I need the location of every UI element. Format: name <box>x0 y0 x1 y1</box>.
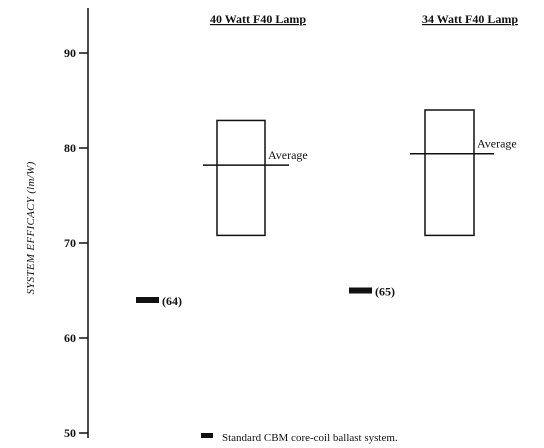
range-box <box>216 119 266 237</box>
legend: Standard CBM core-coil ballast system. <box>201 432 398 444</box>
group-1: 40 Watt F40 Lamp Average (64) <box>136 12 308 308</box>
y-tick-label-90: 90 <box>64 46 76 60</box>
legend-marker <box>201 433 213 438</box>
standard-label: (65) <box>375 285 395 299</box>
range-box <box>424 109 475 237</box>
groups: 40 Watt F40 Lamp Average (64) 34 Watt F40 L… <box>136 12 518 308</box>
group-title: 40 Watt F40 Lamp <box>210 12 306 26</box>
y-tick-label-50: 50 <box>64 426 76 440</box>
y-tick-label-70: 70 <box>64 236 76 250</box>
y-tick-label-60: 60 <box>64 331 76 345</box>
y-axis-label: SYSTEM EFFICACY (lm/W) <box>25 161 37 294</box>
y-tick-label-80: 80 <box>64 141 76 155</box>
average-label: Average <box>477 137 517 151</box>
legend-label: Standard CBM core-coil ballast system. <box>222 432 398 444</box>
average-label: Average <box>268 148 308 162</box>
standard-label: (64) <box>162 294 182 308</box>
group-title: 34 Watt F40 Lamp <box>422 12 518 26</box>
group-2: 34 Watt F40 Lamp Average (65) <box>349 12 518 299</box>
y-ticks: 50 60 70 80 90 <box>64 46 88 440</box>
standard-marker <box>136 297 159 303</box>
standard-marker <box>349 287 372 294</box>
